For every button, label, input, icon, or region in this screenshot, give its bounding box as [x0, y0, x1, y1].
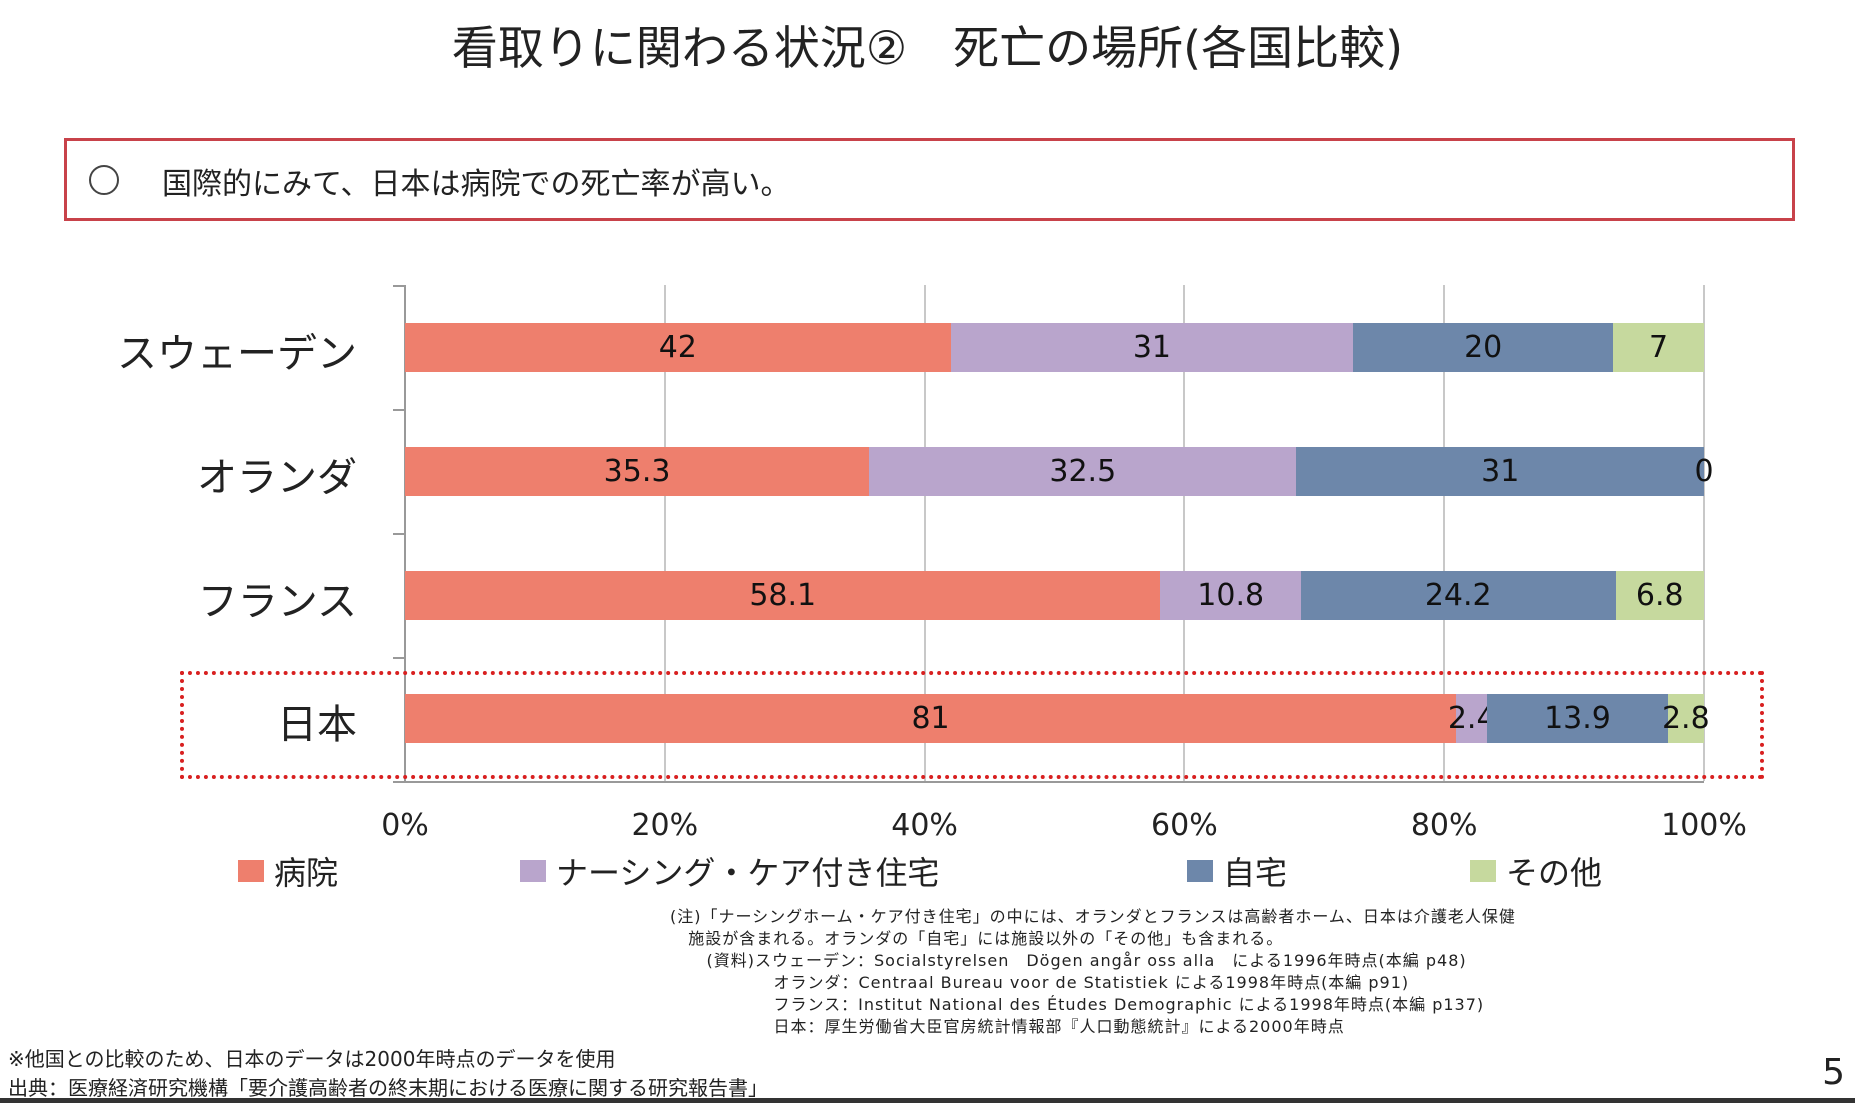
axis-tick [393, 409, 405, 411]
note-line: フランス：Institut National des Études Demogr… [670, 995, 1485, 1014]
data-label: 2.8 [1661, 701, 1710, 736]
data-label: 10.8 [1197, 578, 1265, 613]
data-label: 31 [1481, 454, 1520, 489]
bar-segment [405, 571, 1161, 620]
gridline [663, 285, 666, 781]
summary-text: 国際的にみて、日本は病院での死亡率が高い。 [162, 167, 791, 202]
page-number: 5 [1822, 1052, 1845, 1093]
data-label: 58.1 [749, 578, 817, 613]
legend-item: 病院 [238, 848, 338, 894]
bar-segment [1456, 694, 1488, 743]
axis-tick [393, 533, 405, 535]
data-label: 13.9 [1544, 701, 1611, 736]
source: 出典：医療経済研究機構「要介護高齢者の終末期における医療に関する研究報告書」 [8, 1076, 768, 1100]
gridline [1703, 285, 1705, 781]
legend-item: ナーシング・ケア付き住宅 [520, 848, 939, 894]
legend-label: 自宅 [1223, 854, 1288, 892]
axis-tick [393, 285, 405, 287]
bottom-bar [0, 1098, 1855, 1103]
x-tick-label: 100% [1661, 808, 1747, 843]
bar-segment [405, 694, 1457, 743]
category-label: スウェーデン [117, 331, 357, 377]
legend-swatch [1470, 860, 1496, 882]
footnote: ※他国との比較のため、日本のデータは2000年時点のデータを使用 [8, 1047, 616, 1071]
data-label: 20 [1464, 330, 1503, 365]
bar-segment [1487, 694, 1668, 743]
summary-box: 国際的にみて、日本は病院での死亡率が高い。 [64, 138, 1795, 221]
legend-label: ナーシング・ケア付き住宅 [556, 854, 940, 892]
bar-segment [1667, 694, 1704, 743]
gridline [1443, 285, 1446, 781]
x-tick-label: 80% [1410, 808, 1478, 843]
gridline [923, 285, 926, 781]
axis-tick [393, 657, 405, 659]
data-label: 7 [1648, 330, 1669, 365]
bar-segment [950, 323, 1354, 372]
legend-item: その他 [1470, 848, 1602, 894]
bar-segment [405, 447, 870, 496]
data-label: 35.3 [603, 454, 671, 489]
gridline [1183, 285, 1186, 781]
category-label: オランダ [197, 455, 357, 501]
category-label: 日本 [277, 702, 357, 748]
legend-swatch [520, 860, 546, 882]
japan-highlight-box [180, 671, 1764, 779]
bar-segment [869, 447, 1297, 496]
data-label: 32.5 [1049, 454, 1117, 489]
note-line: 日本：厚生労働省大臣官房統計情報部『人口動態統計』による2000年時点 [670, 1017, 1345, 1036]
data-label: 31 [1132, 330, 1172, 365]
y-axis-line [404, 285, 406, 781]
x-axis-line [405, 781, 1704, 783]
note-line: 施設が含まれる。オランダの「自宅」には施設以外の「その他」も含まれる。 [670, 929, 1284, 948]
legend-swatch [238, 860, 264, 882]
bar-segment [405, 323, 951, 372]
data-label: 0 [1694, 454, 1714, 489]
x-tick-label: 20% [631, 808, 699, 843]
legend-label: 病院 [274, 854, 339, 892]
circle-bullet-icon [89, 165, 119, 195]
note-line: (注)「ナーシングホーム・ケア付き住宅」の中には、オランダとフランスは高齢者ホー… [670, 907, 1516, 926]
data-label: 42 [658, 330, 697, 365]
data-label: 81 [911, 701, 950, 736]
notes: (注)「ナーシングホーム・ケア付き住宅」の中には、オランダとフランスは高齢者ホー… [670, 906, 1516, 1038]
x-tick-label: 0% [381, 808, 429, 843]
legend-label: その他 [1506, 854, 1603, 892]
bar-segment [1296, 447, 1704, 496]
bar-segment [1300, 571, 1616, 620]
bar-segment [1615, 571, 1704, 620]
note-line: オランダ：Centraal Bureau voor de Statistiek … [670, 973, 1410, 992]
data-label: 6.8 [1635, 578, 1684, 613]
page-title: 看取りに関わる状況② 死亡の場所(各国比較) [451, 21, 1404, 75]
legend-swatch [1187, 860, 1213, 882]
bar-segment [1613, 323, 1704, 372]
data-label: 24.2 [1424, 578, 1492, 613]
axis-tick [393, 781, 405, 783]
bar-segment [1160, 571, 1301, 620]
legend-item: 自宅 [1187, 848, 1287, 894]
category-label: フランス [197, 579, 357, 625]
note-line: (資料)スウェーデン：Socialstyrelsen Dögen angår o… [670, 951, 1467, 970]
bar-segment [1353, 323, 1614, 372]
x-tick-label: 40% [891, 808, 958, 843]
x-tick-label: 60% [1151, 808, 1218, 843]
